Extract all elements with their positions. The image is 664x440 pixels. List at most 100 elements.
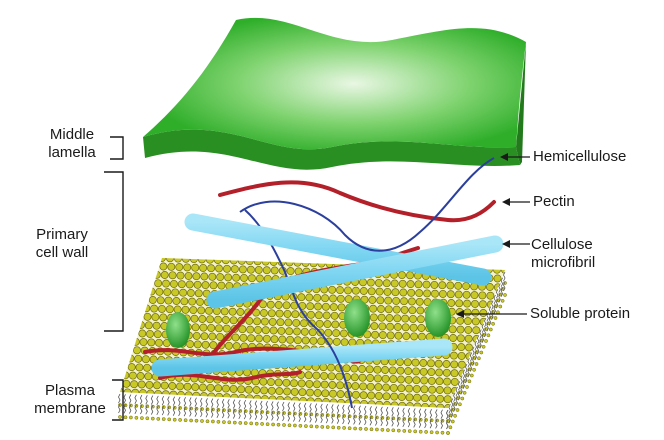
phospholipid-head [309, 336, 318, 345]
phospholipid-head [398, 279, 407, 288]
phospholipid-tail [139, 404, 143, 415]
phospholipid-head [413, 429, 418, 434]
phospholipid-head [396, 366, 405, 375]
phospholipid-tail [495, 299, 499, 309]
phospholipid-head [160, 381, 169, 390]
phospholipid-head [194, 418, 199, 423]
phospholipid-head [309, 424, 314, 429]
phospholipid-head [214, 315, 222, 324]
phospholipid-head [317, 337, 326, 346]
phospholipid-tail [128, 404, 132, 414]
phospholipid-head [381, 366, 390, 374]
phospholipid-head [129, 415, 133, 420]
phospholipid-head [191, 383, 200, 392]
phospholipid-tail [503, 281, 506, 292]
phospholipid-head [171, 288, 180, 297]
phospholipid-tail [309, 413, 312, 423]
phospholipid-head [447, 299, 456, 307]
phospholipid-head [160, 271, 169, 279]
phospholipid-head [200, 419, 204, 423]
phospholipid-head [313, 380, 321, 389]
phospholipid-head [376, 296, 385, 305]
phospholipid-head [153, 330, 162, 339]
phospholipid-head [145, 380, 154, 389]
phospholipid-head [270, 335, 279, 344]
phospholipid-tail [314, 403, 318, 413]
phospholipid-head [135, 363, 144, 372]
phospholipid-tail [435, 409, 438, 419]
phospholipid-head [215, 392, 224, 401]
phospholipid-head [153, 381, 161, 390]
phospholipid-tail [260, 400, 263, 411]
phospholipid-tail [325, 403, 329, 414]
phospholipid-head [245, 394, 254, 403]
cellulose-microfibril-lower [151, 338, 453, 377]
phospholipid-head [359, 382, 368, 391]
phospholipid-head [185, 280, 194, 289]
phospholipid-tail [460, 375, 463, 385]
phospholipid-head [148, 296, 157, 304]
phospholipid-head [401, 323, 410, 332]
phospholipid-head [298, 423, 303, 428]
phospholipid-tail [380, 416, 383, 426]
phospholipid-tail [292, 402, 296, 412]
phospholipid-head [427, 359, 435, 368]
phospholipid-head [381, 374, 390, 383]
phospholipid-head [398, 401, 407, 408]
phospholipid-head [214, 384, 223, 393]
phospholipid-head [213, 258, 222, 264]
phospholipid-head [325, 425, 330, 429]
phospholipid-tail [167, 396, 170, 406]
phospholipid-head [344, 286, 352, 295]
phospholipid-head [406, 271, 414, 280]
phospholipid-head [428, 394, 437, 403]
phospholipid-head [157, 304, 166, 313]
protein-2 [344, 299, 370, 337]
phospholipid-tail [183, 407, 187, 417]
phospholipid-head [337, 303, 346, 312]
upper-fibers [184, 157, 504, 309]
phospholipid-head [438, 281, 447, 290]
phospholipid-head [320, 425, 325, 429]
phospholipid-head [402, 332, 411, 341]
middle-lamella-line-2: lamella [48, 144, 96, 161]
phospholipid-tail [139, 394, 143, 405]
phospholipid-head [284, 318, 293, 327]
phospholipid-head [222, 420, 226, 424]
phospholipid-tail [249, 410, 252, 420]
phospholipid-tail [402, 417, 405, 428]
phospholipid-head [435, 368, 444, 377]
phospholipid-head [230, 265, 239, 274]
phospholipid-head [434, 359, 443, 368]
phospholipid-tail [282, 401, 285, 412]
phospholipid-head [290, 379, 298, 388]
hemicellulose-label: Hemicellulose [533, 148, 627, 165]
phospholipid-tail [469, 352, 473, 362]
phospholipid-head [208, 332, 217, 341]
middle-lamella-label: Middle lamella [40, 126, 104, 162]
phospholipid-tail [161, 405, 165, 416]
phospholipid-head [176, 271, 185, 280]
protein-arrowhead [456, 310, 464, 318]
phospholipid-head [268, 317, 277, 326]
phospholipid-head [403, 358, 412, 367]
phospholipid-head [402, 429, 407, 433]
phospholipid-tail [271, 411, 274, 421]
phospholipid-head [252, 386, 261, 394]
phospholipid-head [400, 305, 409, 314]
phospholipid-head [382, 279, 391, 288]
phospholipid-head [351, 390, 360, 399]
phospholipid-head [348, 338, 357, 347]
phospholipid-head [217, 281, 226, 290]
phospholipid-head [232, 342, 241, 351]
phospholipid-head [156, 417, 161, 421]
phospholipid-tail [500, 277, 504, 287]
phospholipid-head [443, 395, 452, 404]
phospholipid-head [463, 299, 472, 308]
phospholipid-head [404, 375, 413, 384]
phospholipid-head [142, 304, 151, 313]
phospholipid-head [321, 294, 330, 303]
phospholipid-head [262, 266, 271, 275]
phospholipid-head [464, 334, 473, 343]
phospholipid-head [389, 383, 398, 392]
